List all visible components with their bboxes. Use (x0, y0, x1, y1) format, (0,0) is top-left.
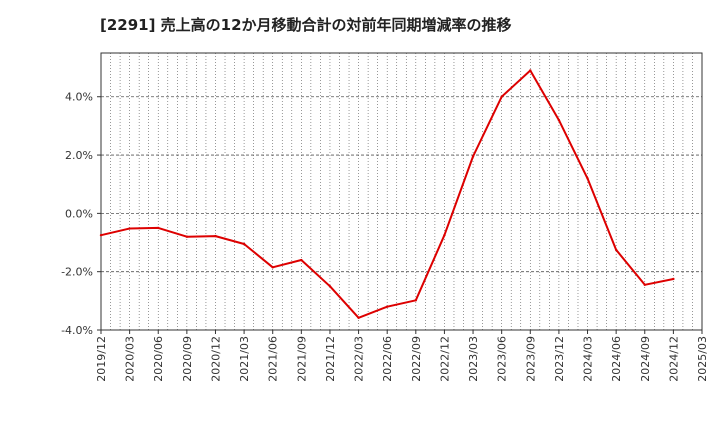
data-point (242, 242, 246, 246)
data-point (500, 95, 503, 98)
x-tick-label: 2020/12 (209, 336, 222, 382)
y-tick-layer: -4.0% -2.0% 0.0% 2.0% 4.0% (61, 91, 101, 337)
y-tick-label: 4.0% (65, 91, 93, 104)
data-point (471, 155, 475, 158)
y-tick-label: -4.0% (61, 324, 93, 337)
data-point (672, 277, 675, 281)
x-tick-label: 2024/03 (582, 336, 595, 382)
x-tick-label: 2021/06 (267, 336, 280, 382)
y-tick-label: -2.0% (61, 266, 93, 279)
x-tick-label: 2023/06 (496, 336, 509, 382)
x-tick-label: 2023/12 (553, 336, 566, 382)
data-point (157, 226, 160, 230)
data-point (128, 227, 131, 230)
data-point (328, 285, 332, 288)
data-point (529, 69, 532, 72)
data-point (214, 234, 217, 238)
x-tick-label: 2023/03 (467, 336, 480, 382)
x-tick-label: 2022/09 (410, 336, 423, 382)
x-tick-label: 2024/06 (610, 336, 623, 382)
data-point (99, 234, 103, 237)
data-point (643, 283, 646, 287)
x-tick-label: 2020/09 (181, 336, 194, 382)
x-tick-label: 2022/06 (381, 336, 394, 382)
x-tick-label: 2022/12 (438, 336, 451, 382)
x-tick-label: 2020/03 (124, 336, 137, 382)
data-point (385, 305, 389, 308)
x-tick-layer: 2019/12 2020/03 2020/06 2020/09 2020/12 2021/… (95, 330, 709, 382)
x-tick-label: 2025/03 (696, 336, 709, 382)
data-point (300, 258, 303, 262)
x-tick-label: 2023/09 (524, 336, 537, 382)
x-tick-label: 2021/09 (295, 336, 308, 382)
chart-title: [2291] 売上高の12か月移動合計の対前年同期増減率の推移 (100, 16, 512, 34)
y-tick-label: 0.0% (65, 207, 93, 220)
data-point (414, 299, 418, 302)
x-tick-label: 2024/12 (667, 336, 680, 382)
x-tick-label: 2021/12 (324, 336, 337, 382)
x-tick-label: 2021/03 (238, 336, 251, 382)
data-point (357, 316, 360, 319)
x-tick-label: 2022/03 (353, 336, 366, 382)
data-point (271, 266, 274, 269)
x-tick-label: 2020/06 (152, 336, 165, 382)
x-tick-label: 2019/12 (95, 336, 108, 382)
series-layer (99, 69, 675, 319)
data-point (557, 118, 561, 122)
data-point (185, 235, 189, 238)
data-point (443, 234, 446, 237)
grid-layer (101, 53, 702, 331)
data-point (586, 177, 589, 180)
data-point (614, 248, 618, 252)
y-tick-label: 2.0% (65, 149, 93, 162)
x-tick-label: 2024/09 (639, 336, 652, 382)
plot-frame (100, 52, 703, 331)
